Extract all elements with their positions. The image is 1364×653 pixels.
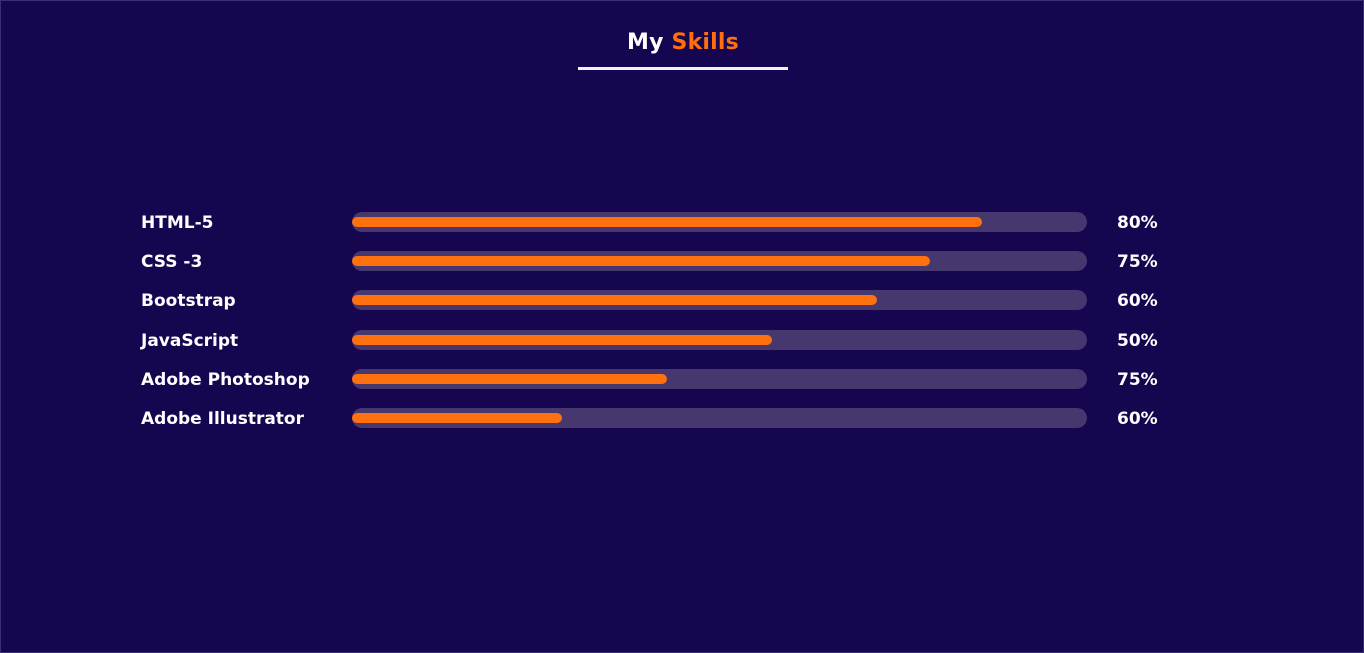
skill-progress-fill — [352, 256, 930, 266]
skill-percent: 80% — [1117, 213, 1158, 233]
skill-row-javascript: JavaScript 50% — [0, 330, 1364, 351]
skill-percent: 75% — [1117, 370, 1158, 390]
skill-percent: 75% — [1117, 252, 1158, 272]
skill-progress-track — [352, 369, 1087, 389]
skill-percent: 60% — [1117, 409, 1158, 429]
section-title-text: My Skills — [578, 28, 788, 58]
section-title-prefix: My — [627, 30, 664, 55]
skill-row-css3: CSS -3 75% — [0, 251, 1364, 272]
skill-row-illustrator: Adobe Illustrator 60% — [0, 408, 1364, 429]
skill-label: HTML-5 — [141, 213, 214, 233]
skill-progress-track — [352, 290, 1087, 310]
skill-label: JavaScript — [141, 331, 239, 351]
section-title-underline — [578, 67, 788, 70]
skill-progress-track — [352, 408, 1087, 428]
skill-progress-fill — [352, 413, 563, 423]
skill-progress-fill — [352, 335, 772, 345]
skill-progress-fill — [352, 374, 668, 384]
skill-label: Bootstrap — [141, 291, 236, 311]
skill-percent: 50% — [1117, 331, 1158, 351]
skill-percent: 60% — [1117, 291, 1158, 311]
skill-progress-track — [352, 251, 1087, 271]
skill-progress-fill — [352, 217, 982, 227]
skill-row-bootstrap: Bootstrap 60% — [0, 290, 1364, 311]
skill-row-photoshop: Adobe Photoshop 75% — [0, 369, 1364, 390]
skill-progress-track — [352, 212, 1087, 232]
section-title: My Skills — [578, 28, 788, 58]
skill-progress-track — [352, 330, 1087, 350]
skill-label: Adobe Photoshop — [141, 370, 310, 390]
skill-row-html5: HTML-5 80% — [0, 212, 1364, 233]
section-title-highlight: Skills — [671, 30, 739, 55]
skill-label: Adobe Illustrator — [141, 409, 304, 429]
skill-progress-fill — [352, 295, 877, 305]
skill-label: CSS -3 — [141, 252, 203, 272]
